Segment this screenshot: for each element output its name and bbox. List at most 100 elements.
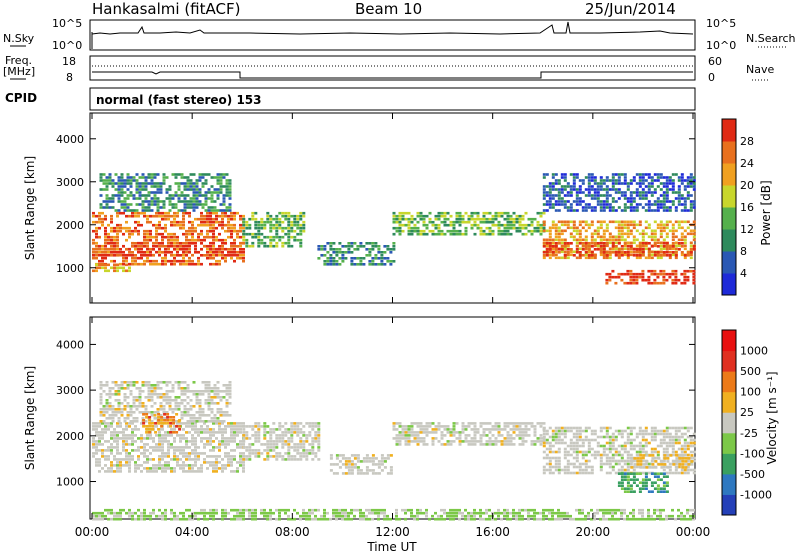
velocity-cell [212, 446, 215, 449]
power-cell [614, 245, 618, 248]
power-cell [102, 206, 106, 209]
velocity-cell [111, 411, 115, 414]
power-cell [98, 220, 101, 224]
power-cell [105, 179, 109, 182]
power-cell [557, 226, 561, 230]
power-cell [159, 191, 163, 194]
power-cell [467, 214, 471, 218]
power-cell [134, 220, 137, 224]
power-cell [120, 191, 124, 194]
power-cell [422, 232, 426, 236]
velocity-cell [671, 426, 675, 430]
velocity-cell [186, 387, 190, 390]
velocity-cell [95, 517, 98, 521]
velocity-cell [92, 425, 95, 428]
velocity-cell [530, 425, 534, 428]
velocity-cell [95, 458, 98, 461]
power-cell [128, 229, 131, 233]
velocity-cell [482, 434, 486, 437]
velocity-cell [425, 443, 429, 446]
power-cell [551, 251, 555, 254]
velocity-cell [651, 466, 655, 469]
power-cell [200, 223, 203, 227]
velocity-cell [641, 432, 645, 436]
velocity-cell [656, 453, 660, 457]
power-cell [212, 217, 215, 221]
power-cell [671, 223, 675, 227]
power-cell [611, 235, 615, 239]
velocity-cell [395, 443, 399, 446]
velocity-cell [209, 431, 212, 434]
velocity-cell [614, 429, 618, 433]
power-cell [260, 226, 264, 230]
velocity-cell [317, 431, 321, 434]
power-cell [95, 251, 98, 254]
velocity-cell [593, 456, 597, 460]
velocity-cell [656, 432, 660, 436]
velocity-cell [207, 387, 211, 390]
power-cell [584, 206, 588, 209]
velocity-cell [116, 470, 119, 473]
power-cell [650, 182, 654, 185]
velocity-cell [119, 461, 122, 464]
power-cell [150, 185, 154, 188]
velocity-cell [215, 467, 218, 470]
power-cell [560, 176, 564, 179]
power-cell [198, 176, 202, 179]
velocity-cell [245, 425, 249, 428]
power-cell [195, 203, 199, 206]
velocity-cell [584, 459, 588, 463]
power-cell [122, 269, 125, 273]
power-cell [626, 256, 630, 260]
velocity-cell [174, 408, 178, 411]
velocity-cell [635, 484, 639, 487]
power-cell [164, 245, 167, 248]
power-cell [222, 197, 226, 200]
power-cell [608, 179, 612, 182]
velocity-cell [660, 466, 664, 469]
velocity-cell [146, 434, 149, 437]
velocity-cell [203, 422, 206, 425]
velocity-cell [107, 425, 110, 428]
power-cell [560, 229, 564, 233]
power-cell [233, 226, 236, 230]
power-cell [626, 241, 630, 245]
power-cell [189, 182, 193, 185]
velocity-cell [158, 446, 161, 449]
velocity-cell [185, 440, 188, 443]
power-cell [347, 242, 351, 245]
velocity-cell [497, 422, 501, 425]
power-cell [225, 191, 229, 194]
power-cell [458, 223, 462, 227]
velocity-cell [158, 455, 161, 458]
power-cell [233, 242, 236, 245]
velocity-cell [383, 457, 387, 460]
colorbar-swatch [722, 229, 736, 252]
velocity-cell [503, 437, 507, 440]
velocity-cell [527, 434, 531, 437]
velocity-cell [191, 458, 194, 461]
power-cell [156, 173, 160, 176]
velocity-cell [138, 387, 142, 390]
power-cell [650, 203, 654, 206]
power-cell [686, 251, 690, 254]
power-cell [353, 263, 357, 266]
velocity-cell [659, 490, 663, 493]
velocity-cell [129, 390, 133, 393]
velocity-cell [683, 444, 687, 448]
power-cell [623, 223, 627, 227]
velocity-cell [653, 438, 657, 442]
power-cell [161, 226, 164, 230]
velocity-cell [191, 434, 194, 437]
power-cell [111, 182, 115, 185]
power-cell [206, 235, 209, 239]
velocity-cell [176, 422, 179, 425]
velocity-cell [224, 446, 227, 449]
velocity-cell [675, 466, 679, 469]
power-cell [659, 203, 663, 206]
power-cell [119, 248, 122, 251]
velocity-cell [233, 440, 236, 443]
velocity-cell [560, 426, 564, 430]
velocity-cell [275, 452, 279, 455]
power-cell [542, 173, 546, 176]
